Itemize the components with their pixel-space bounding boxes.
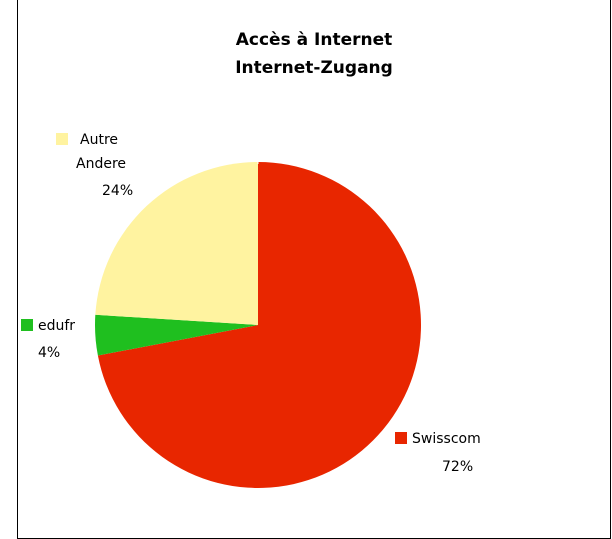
chart-subtitle: Internet-Zugang [235,58,393,78]
slice-value-swisscom: 72% [442,459,473,475]
pie-slice-edufr [94,314,258,356]
legend-swatch-swisscom [395,432,407,444]
chart-title: Accès à Internet [235,30,393,50]
slice-value-autre: 24% [102,183,133,199]
slice-label-swisscom: Swisscom [412,431,481,447]
legend-swatch-autre [56,133,68,145]
pie-slice-autre [95,162,258,325]
legend-swatch-edufr [21,319,33,331]
slice-label-autre: Autre [80,132,118,148]
slice-label-autre: Andere [76,156,126,172]
slice-label-edufr: edufr [38,318,75,334]
slice-value-edufr: 4% [38,345,60,361]
pie-slice-swisscom [97,162,421,488]
